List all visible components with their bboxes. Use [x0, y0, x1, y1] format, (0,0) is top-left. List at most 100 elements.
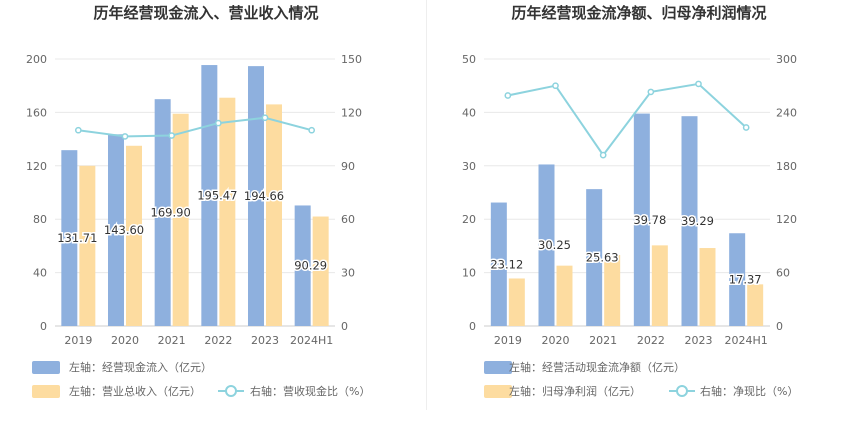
bar-secondary — [747, 284, 764, 326]
panel-divider — [426, 0, 427, 410]
bar-primary — [294, 205, 311, 326]
ratio-point — [121, 133, 129, 140]
legend-swatch-primary — [32, 361, 60, 374]
y-right-tick-label: 120 — [776, 213, 797, 226]
bar-data-label: 195.47 — [197, 189, 237, 203]
legend-label: 左轴：营业总收入（亿元） — [69, 384, 201, 398]
x-tick-label: 2020 — [542, 334, 570, 347]
bar-secondary — [508, 278, 525, 326]
y-right-tick-label: 60 — [341, 213, 355, 226]
y-right-tick-label: 0 — [776, 320, 783, 333]
ratio-point — [647, 88, 655, 96]
y-left-tick-label: 20 — [462, 213, 476, 226]
cash-inflow-revenue-chart: 历年经营现金流入、营业收入情况 0 40 80 120 160 200 0 30 60 90 120 1… — [26, 4, 370, 398]
y-left-tick-label: 40 — [462, 106, 476, 119]
ratio-point — [214, 119, 222, 127]
y-right-tick-label: 240 — [776, 106, 797, 119]
y-right-tick-label: 300 — [776, 53, 797, 66]
y-left-tick-label: 10 — [462, 267, 476, 280]
y-left-tick-label: 30 — [462, 160, 476, 173]
legend-swatch-secondary — [32, 385, 60, 398]
x-tick-label: 2022 — [204, 334, 232, 347]
x-tick-label: 2021 — [589, 334, 617, 347]
bar-secondary — [312, 216, 329, 326]
bar-secondary — [604, 254, 621, 326]
bar-primary — [108, 134, 124, 326]
bar-primary — [248, 66, 264, 326]
bar-data-label: 25.63 — [586, 251, 619, 265]
bar-secondary — [651, 245, 668, 326]
bar-secondary — [79, 165, 96, 326]
ratio-point — [261, 114, 269, 122]
ratio-point — [599, 151, 607, 159]
legend-label: 右轴：净现比（%） — [700, 384, 798, 398]
y-right-tick-label: 150 — [341, 53, 362, 66]
legend-label: 右轴：营收现金比（%） — [250, 384, 370, 398]
y-left-tick-label: 0 — [469, 320, 476, 333]
bar-data-label: 39.78 — [633, 213, 666, 227]
x-tick-label: 2024H1 — [725, 334, 768, 347]
bar-primary — [201, 65, 218, 326]
x-tick-label: 2020 — [111, 334, 139, 347]
bar-data-label: 23.12 — [490, 257, 523, 271]
ratio-line — [507, 82, 747, 157]
net-cashflow-profit-chart: 历年经营现金流净额、归母净利润情况 0 10 20 30 40 50 0 60 120 180 240… — [462, 4, 798, 398]
legend-label: 左轴：经营活动现金流净额（亿元） — [509, 360, 685, 374]
x-tick-label: 2021 — [158, 334, 186, 347]
y-left-tick-label: 80 — [33, 213, 47, 226]
y-right-tick-label: 90 — [341, 160, 355, 173]
bar-data-label: 30.25 — [538, 238, 571, 252]
chart-title: 历年经营现金流入、营业收入情况 — [93, 4, 318, 22]
y-left-tick-label: 40 — [33, 267, 47, 280]
bar-secondary — [219, 97, 236, 326]
legend-line-marker — [676, 385, 688, 397]
legend-swatch-primary — [484, 361, 512, 374]
ratio-point — [552, 82, 559, 90]
y-right-tick-label: 0 — [341, 320, 348, 333]
legend-label: 左轴：经营现金流入（亿元） — [69, 360, 212, 374]
bar-primary — [586, 189, 603, 326]
chart-title: 历年经营现金流净额、归母净利润情况 — [511, 4, 766, 22]
ratio-point — [742, 124, 750, 131]
bar-data-label: 169.90 — [151, 206, 191, 220]
x-tick-label: 2024H1 — [290, 334, 333, 347]
bar-data-label: 194.66 — [244, 189, 284, 203]
y-right-tick-label: 180 — [776, 160, 797, 173]
bar-data-label: 143.60 — [104, 223, 144, 237]
ratio-point — [504, 92, 512, 99]
bar-data-label: 131.71 — [57, 231, 97, 245]
ratio-point — [168, 132, 176, 139]
legend-swatch-secondary — [484, 385, 512, 398]
bar-secondary — [699, 248, 716, 326]
y-left-tick-label: 200 — [26, 53, 47, 66]
bar-primary — [61, 150, 78, 326]
ratio-point — [695, 80, 702, 88]
bar-primary — [729, 233, 746, 326]
bar-data-label: 39.29 — [681, 214, 714, 228]
ratio-line — [78, 116, 312, 138]
bar-primary — [681, 116, 698, 326]
x-tick-label: 2023 — [251, 334, 279, 347]
y-left-tick-label: 50 — [462, 53, 476, 66]
bar-primary — [633, 113, 650, 326]
bar-primary — [538, 164, 555, 326]
ratio-point — [74, 126, 82, 134]
y-left-tick-label: 160 — [26, 106, 47, 119]
bar-data-label: 90.29 — [294, 259, 327, 273]
bar-primary — [490, 202, 507, 326]
legend-label: 左轴：归母净利润（亿元） — [509, 384, 641, 398]
bar-secondary — [266, 104, 282, 326]
y-right-tick-label: 30 — [341, 267, 355, 280]
bar-data-label: 17.37 — [729, 273, 762, 287]
x-tick-label: 2022 — [637, 334, 665, 347]
x-tick-label: 2019 — [64, 334, 92, 347]
legend-line-marker — [225, 385, 237, 397]
x-tick-label: 2019 — [494, 334, 522, 347]
bar-secondary — [172, 113, 189, 326]
y-right-tick-label: 120 — [341, 106, 362, 119]
bar-secondary — [556, 265, 573, 326]
bar-secondary — [126, 145, 142, 326]
y-left-tick-label: 120 — [26, 160, 47, 173]
y-right-tick-label: 60 — [776, 267, 790, 280]
